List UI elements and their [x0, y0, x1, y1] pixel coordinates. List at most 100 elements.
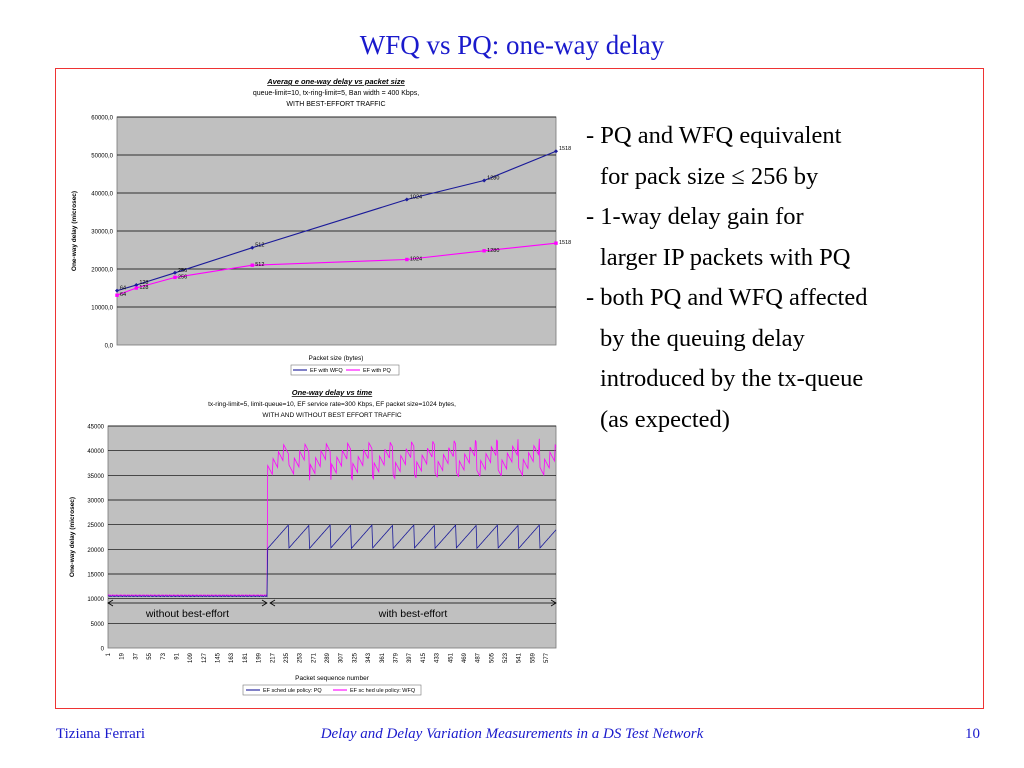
y-tick-label: 5000 — [91, 622, 105, 628]
chart-title: One-way delay vs time — [292, 388, 372, 397]
x-axis-label: Packet size (bytes) — [309, 355, 364, 362]
data-label: 128 — [139, 280, 148, 286]
x-tick-label: 577 — [544, 652, 550, 663]
legend-label: EF sc hed ule policy: WFQ — [350, 688, 416, 694]
series-line — [107, 438, 557, 597]
y-axis-label: One-way delay (microsec) — [69, 497, 76, 577]
y-tick-label: 45000 — [87, 425, 104, 431]
y-tick-label: 30000 — [87, 499, 104, 505]
chart-subtitle: WITH AND WITHOUT BEST EFFORT TRAFFIC — [262, 412, 401, 419]
chart-subtitle: tx-ring-limit=5, limit-queue=10, EF serv… — [208, 401, 456, 408]
data-label: 1280 — [487, 175, 499, 181]
bullet-item: - PQ and WFQ equivalent for pack size ≤ … — [586, 116, 986, 197]
footer-subtitle: Delay and Delay Variation Measurements i… — [320, 726, 704, 742]
data-label: 1024 — [410, 257, 422, 263]
annotation-arrowhead — [550, 599, 557, 607]
x-tick-label: 181 — [243, 652, 249, 663]
data-label: 512 — [255, 262, 264, 268]
chart-title: Averag e one-way delay vs packet size — [266, 77, 405, 86]
x-tick-label: 145 — [216, 652, 222, 663]
data-point — [115, 288, 119, 293]
footer-page-number: 10 — [965, 726, 980, 742]
data-point — [554, 149, 558, 154]
data-label: 64 — [120, 292, 126, 298]
x-tick-label: 127 — [202, 652, 208, 663]
data-point — [554, 241, 558, 245]
x-tick-label: 271 — [311, 652, 317, 663]
x-tick-label: 559 — [530, 652, 536, 663]
bullet-text: (as expected) — [600, 405, 730, 433]
data-point — [405, 257, 409, 262]
annotation-label: with best-effort — [378, 608, 448, 620]
x-tick-label: 91 — [174, 652, 180, 659]
bullet-list: - PQ and WFQ equivalent for pack size ≤ … — [586, 116, 986, 440]
y-tick-label: 20000 — [87, 548, 104, 554]
bullet-text: - PQ and WFQ equivalent — [586, 122, 842, 149]
x-tick-label: 505 — [489, 652, 495, 663]
chart-subtitle: WITH BEST-EFFORT TRAFFIC — [286, 101, 385, 108]
x-tick-label: 307 — [339, 652, 345, 663]
data-label: 1024 — [410, 194, 422, 200]
legend-label: EF with PQ — [363, 368, 392, 374]
data-point — [404, 197, 409, 202]
data-label: 1518 — [559, 240, 571, 246]
x-tick-label: 379 — [394, 652, 400, 663]
x-tick-label: 55 — [147, 652, 153, 659]
y-tick-label: 20000,0 — [91, 268, 113, 274]
data-label: 256 — [178, 268, 187, 274]
data-label: 256 — [178, 274, 187, 280]
data-point — [172, 270, 177, 275]
data-point — [482, 249, 486, 253]
bullet-text: larger IP packets with PQ — [600, 243, 851, 271]
legend-label: EF with WFQ — [310, 368, 343, 374]
data-label: 64 — [120, 286, 126, 292]
bullet-item: - both PQ and WFQ affected by the queuin… — [586, 278, 986, 440]
y-tick-label: 60000,0 — [91, 116, 113, 122]
x-tick-label: 397 — [407, 652, 413, 663]
x-tick-label: 325 — [352, 652, 358, 663]
y-tick-label: 35000 — [87, 474, 104, 480]
x-tick-label: 343 — [366, 652, 372, 663]
bullet-text: - both PQ and WFQ affected — [586, 284, 868, 311]
x-tick-label: 163 — [229, 652, 235, 663]
y-tick-label: 0,0 — [105, 344, 114, 350]
x-tick-label: 487 — [476, 652, 482, 663]
footer-author: Tiziana Ferrari — [56, 726, 146, 742]
y-tick-label: 25000 — [87, 523, 104, 529]
annotation-arrowhead — [261, 599, 268, 607]
y-tick-label: 50000,0 — [91, 154, 113, 160]
bullet-text: for pack size ≤ 256 by — [600, 162, 819, 190]
bullet-text: by the queuing delay — [600, 324, 805, 352]
bullet-text: introduced by the tx-queue — [600, 365, 864, 392]
data-point — [134, 282, 139, 287]
x-tick-label: 19 — [120, 652, 126, 659]
data-point — [173, 275, 177, 280]
data-label: 128 — [139, 285, 148, 291]
x-tick-label: 523 — [503, 652, 509, 663]
plot-area — [107, 425, 557, 649]
x-tick-label: 469 — [462, 652, 468, 663]
content-frame — [55, 68, 984, 709]
y-tick-label: 0 — [101, 647, 105, 653]
data-point — [250, 245, 255, 250]
x-tick-label: 235 — [284, 652, 290, 663]
x-axis-label: Packet sequence number — [295, 675, 370, 682]
y-axis-label: One-way delay (microsec) — [71, 191, 78, 271]
y-tick-label: 15000 — [87, 573, 104, 579]
legend-box — [242, 684, 422, 696]
y-tick-label: 10000,0 — [91, 306, 113, 312]
x-tick-label: 217 — [270, 652, 276, 663]
annotation-arrowhead — [107, 599, 114, 607]
data-point — [250, 263, 254, 267]
chart-subtitle: queue-limit=10, tx-ring-limit=5, Ban wid… — [253, 90, 419, 97]
y-tick-label: 40000 — [87, 449, 104, 455]
x-tick-label: 451 — [448, 652, 454, 663]
x-tick-label: 109 — [188, 652, 194, 663]
slide-title: WFQ vs PQ: one-way delay — [359, 30, 665, 60]
x-tick-label: 361 — [380, 652, 386, 663]
series-line — [107, 523, 557, 598]
annotation-arrowhead — [269, 599, 276, 607]
data-label: 1518 — [559, 146, 571, 152]
data-point — [115, 293, 119, 297]
